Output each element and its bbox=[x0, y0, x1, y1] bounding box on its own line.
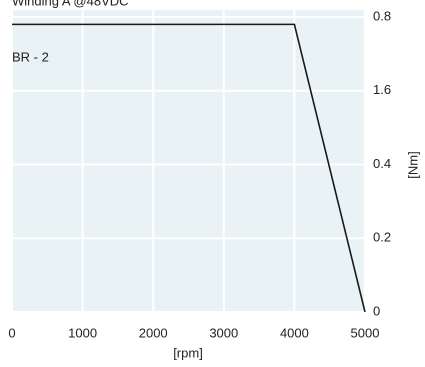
y-axis-label: [Nm] bbox=[405, 151, 420, 178]
x-tick-label: 2000 bbox=[139, 325, 168, 340]
x-tick-label: 1000 bbox=[68, 325, 97, 340]
y-tick-label: 1.6 bbox=[373, 82, 391, 97]
y-tick-label: 0.4 bbox=[373, 156, 391, 171]
y-tick-label: 0 bbox=[373, 303, 380, 318]
annotation: BR - 2 bbox=[12, 49, 49, 64]
line bbox=[12, 23, 366, 313]
chart-title: Winding A @48VDC bbox=[12, 0, 129, 8]
x-tick-label: 3000 bbox=[209, 325, 238, 340]
x-tick-label: 0 bbox=[8, 325, 15, 340]
y-tick-label: 0.2 bbox=[373, 230, 391, 245]
y-tick-label: 0.8 bbox=[373, 8, 391, 23]
x-axis-label: [rpm] bbox=[173, 345, 203, 360]
plot-background bbox=[12, 10, 365, 312]
x-tick-label: 4000 bbox=[280, 325, 309, 340]
x-tick-label: 5000 bbox=[351, 325, 380, 340]
